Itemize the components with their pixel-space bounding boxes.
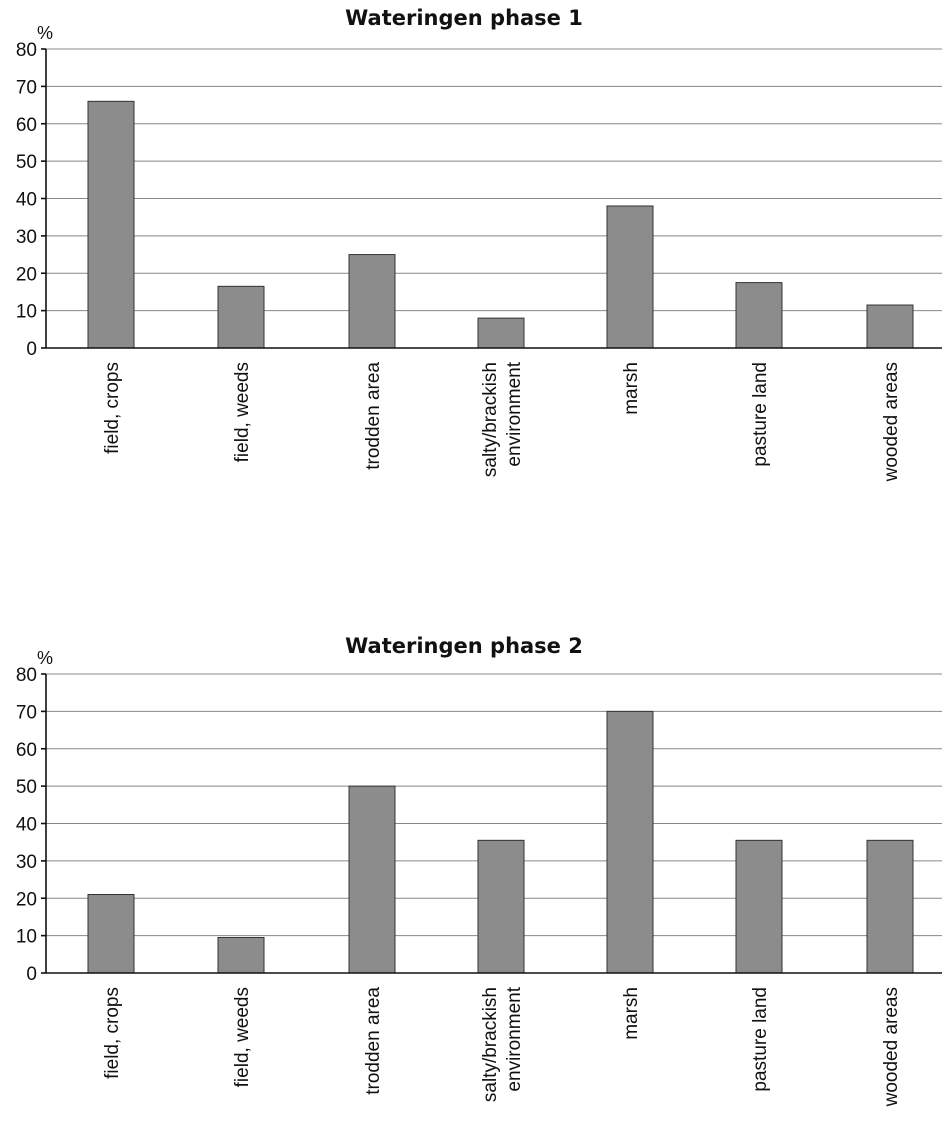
x-tick-label: marsh xyxy=(621,362,642,415)
x-tick-label: environment xyxy=(504,361,525,466)
bar xyxy=(477,317,525,349)
x-tick-label: pasture land xyxy=(750,987,771,1092)
y-tick-label: 30 xyxy=(16,852,37,873)
y-tick-label: 80 xyxy=(16,40,37,61)
x-tick-label: salty/brackish xyxy=(480,362,501,477)
bar xyxy=(217,936,265,974)
bar xyxy=(735,839,783,974)
x-tick-label: field, crops xyxy=(102,987,123,1079)
bar xyxy=(217,285,265,349)
chart-2: Wateringen phase 2% 0 10 20 30 40 50 60 70 80 fiel… xyxy=(16,634,942,1107)
y-tick-label: 0 xyxy=(26,339,37,360)
y-tick-label: 60 xyxy=(16,115,37,136)
bar xyxy=(606,205,654,349)
y-tick-label: 50 xyxy=(16,777,37,798)
x-tick-label: trodden area xyxy=(363,362,384,470)
x-tick-label: field, weeds xyxy=(232,987,253,1087)
y-tick-label: 30 xyxy=(16,227,37,248)
y-tick-label: 20 xyxy=(16,264,37,285)
y-tick-label: 40 xyxy=(16,815,37,836)
y-tick-label: 10 xyxy=(16,302,37,323)
y-axis-unit: % xyxy=(37,648,53,668)
x-tick-label: trodden area xyxy=(363,987,384,1095)
y-tick-label: 80 xyxy=(16,665,37,686)
x-tick-label: marsh xyxy=(621,987,642,1040)
x-tick-label: pasture land xyxy=(750,362,771,467)
x-tick-label: field, weeds xyxy=(232,362,253,462)
y-tick-label: 50 xyxy=(16,152,37,173)
y-tick-label: 0 xyxy=(26,964,37,985)
bar xyxy=(348,254,396,349)
bar xyxy=(87,100,135,349)
bar xyxy=(477,839,525,974)
y-tick-label: 10 xyxy=(16,927,37,948)
bar xyxy=(87,894,135,974)
y-axis-unit: % xyxy=(37,23,53,43)
bar xyxy=(866,304,914,349)
bar xyxy=(606,710,654,974)
y-tick-label: 20 xyxy=(16,889,37,910)
y-tick-label: 40 xyxy=(16,190,37,211)
x-tick-label: wooded areas xyxy=(881,987,902,1107)
chart-1: Wateringen phase 1% 0 10 20 30 40 50 60 70 80 fiel… xyxy=(16,6,942,482)
x-tick-label: environment xyxy=(504,986,525,1091)
x-tick-label: salty/brackish xyxy=(480,987,501,1102)
x-tick-label: wooded areas xyxy=(881,362,902,482)
y-tick-label: 60 xyxy=(16,740,37,761)
x-tick-label: field, crops xyxy=(102,362,123,454)
y-tick-label: 70 xyxy=(16,702,37,723)
bar xyxy=(866,839,914,974)
chart-title: Wateringen phase 2 xyxy=(345,634,583,658)
bar xyxy=(348,785,396,974)
y-tick-label: 70 xyxy=(16,77,37,98)
chart-title: Wateringen phase 1 xyxy=(345,6,583,30)
bar xyxy=(735,282,783,349)
